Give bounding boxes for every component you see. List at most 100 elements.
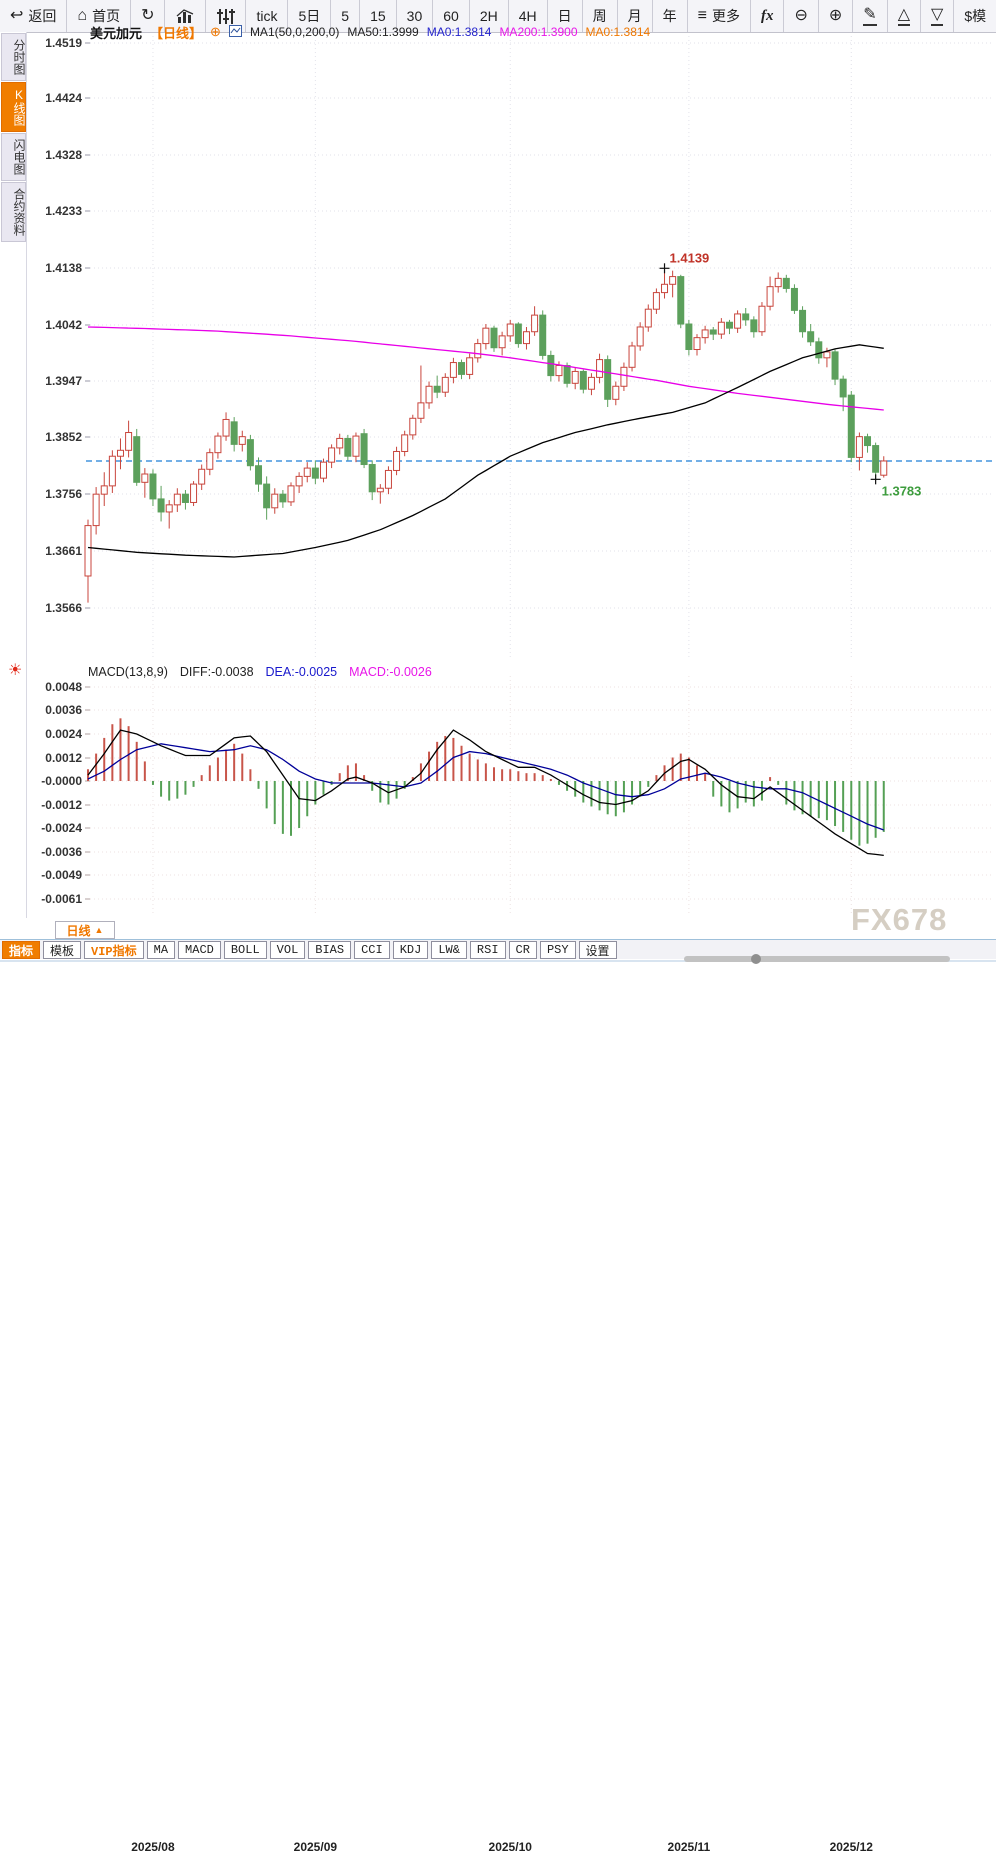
- candle: [685, 319, 693, 356]
- interval-year-button-label: 年: [662, 8, 677, 24]
- interval-month-button[interactable]: 月: [617, 0, 653, 32]
- tab-cci[interactable]: CCI: [354, 941, 390, 959]
- interval-60m-button[interactable]: 60: [433, 0, 470, 32]
- candle: [165, 500, 173, 529]
- tab-psy[interactable]: PSY: [539, 941, 576, 959]
- zoom-out-button[interactable]: ⊖: [784, 0, 819, 32]
- indicator-tab-bar: 指标 模板 VIP指标 MA MACD BOLL VOL BIAS CCI KDJ LW& RSI CR…: [0, 939, 996, 959]
- price-tick-label: 1.3661: [45, 544, 82, 558]
- candle: [181, 490, 189, 510]
- interval-5m-button[interactable]: 5: [331, 0, 361, 32]
- candle: [774, 272, 782, 293]
- macd-diff-value: DIFF:-0.0038: [179, 664, 254, 679]
- macd-tick-label: -0.0024: [41, 821, 82, 835]
- candle: [108, 450, 116, 493]
- price-tick-label: 1.4042: [45, 318, 82, 332]
- period-selector-button[interactable]: 日线 ▲: [55, 921, 115, 939]
- interval-15m-button-label: 15: [370, 8, 386, 24]
- draw-triangle-down-button[interactable]: ▽: [921, 0, 955, 32]
- macd-chart-canvas[interactable]: [84, 672, 996, 918]
- sidebar-item-lightning-chart[interactable]: 闪电图: [1, 133, 26, 181]
- sidebar-item-contract-info[interactable]: 合约资料: [1, 182, 26, 242]
- candle: [441, 373, 449, 397]
- interval-week-button[interactable]: 周: [582, 0, 618, 32]
- time-tick-label: 2025/08: [131, 1840, 175, 1854]
- candle: [401, 430, 409, 457]
- interval-30m-button[interactable]: 30: [396, 0, 434, 32]
- tab-indicators[interactable]: 指标: [2, 941, 41, 959]
- sidebar-item-time-chart[interactable]: 分时图: [1, 33, 26, 81]
- horizontal-scrollbar[interactable]: [684, 956, 950, 962]
- interval-month-button-label: 月: [627, 8, 642, 24]
- tab-rsi[interactable]: RSI: [469, 941, 506, 959]
- tab-ma[interactable]: MA: [146, 941, 176, 959]
- tab-bias[interactable]: BIAS: [308, 941, 352, 959]
- zoom-in-button[interactable]: ⊕: [818, 0, 854, 32]
- macd-title: MACD(13,8,9): [88, 664, 168, 679]
- candle: [376, 484, 384, 504]
- candle: [458, 359, 466, 380]
- macd-tick-label: -0.0012: [41, 798, 82, 812]
- tab-kdj[interactable]: KDJ: [392, 941, 429, 959]
- main-chart-canvas[interactable]: 1.4139 1.3783: [84, 33, 996, 665]
- fx-indicator-button-label: fx: [760, 7, 774, 24]
- candle-chart-type-button[interactable]: [206, 0, 247, 32]
- candle: [490, 325, 498, 352]
- circle-plus-icon[interactable]: ⊕: [210, 24, 221, 39]
- interval-2h-button[interactable]: 2H: [469, 0, 509, 32]
- fx-indicator-button[interactable]: fx: [750, 0, 785, 32]
- ma50-value: MA50:1.3999: [347, 25, 419, 39]
- candle: [725, 319, 733, 335]
- svg-text:1.4139: 1.4139: [670, 250, 710, 265]
- candle: [717, 318, 725, 339]
- tab-macd[interactable]: MACD: [178, 941, 221, 959]
- price-tick-label: 1.4328: [45, 148, 82, 162]
- home-button[interactable]: ⌂ 首页: [67, 0, 132, 32]
- bar-chart-type-button[interactable]: [165, 0, 207, 32]
- candle: [279, 490, 287, 508]
- macd-header: MACD(13,8,9) DIFF:-0.0038 DEA:-0.0025 MA…: [88, 664, 432, 679]
- candle: [466, 353, 474, 380]
- candle: [336, 433, 344, 455]
- ma200-line: [87, 326, 884, 411]
- draw-pencil-button[interactable]: ✎: [853, 0, 888, 32]
- interval-5d-button[interactable]: 5日: [288, 0, 332, 32]
- interval-day-button[interactable]: 日: [547, 0, 583, 32]
- tab-vip-indicators[interactable]: VIP指标: [84, 941, 144, 959]
- bottom-divider: [0, 960, 996, 962]
- macd-tick-label: -0.0049: [41, 868, 82, 882]
- refresh-button[interactable]: ↻: [131, 0, 166, 32]
- tab-templates[interactable]: 模板: [43, 941, 82, 959]
- time-tick-label: 2025/12: [829, 1840, 873, 1854]
- candle: [368, 460, 376, 501]
- tab-boll[interactable]: BOLL: [223, 941, 267, 959]
- refresh-icon: ↻: [141, 7, 155, 24]
- diff-line: [87, 729, 884, 857]
- tab-lw[interactable]: LW&: [431, 941, 467, 959]
- simulate-trade-button[interactable]: $模: [954, 0, 996, 32]
- draw-triangle-up-button[interactable]: △: [887, 0, 921, 32]
- scrollbar-handle[interactable]: [751, 954, 761, 964]
- tab-settings[interactable]: 设置: [578, 941, 617, 959]
- interval-4h-button[interactable]: 4H: [508, 0, 548, 32]
- back-button[interactable]: ↩ 返回: [0, 0, 68, 32]
- tab-vol[interactable]: VOL: [269, 941, 306, 959]
- indicator-settings-sun-icon[interactable]: ☀: [8, 662, 23, 679]
- triangle-up-icon: ▲: [94, 925, 104, 935]
- candle: [116, 438, 124, 470]
- more-button[interactable]: ≡ 更多: [687, 0, 751, 32]
- interval-4h-button-label: 4H: [518, 8, 537, 24]
- sidebar-item-kline-chart[interactable]: K线图: [1, 82, 26, 132]
- candle: [352, 432, 360, 463]
- interval-15m-button[interactable]: 15: [360, 0, 397, 32]
- interval-tick-button[interactable]: tick: [246, 0, 289, 32]
- interval-year-button[interactable]: 年: [652, 0, 688, 32]
- candle: [880, 456, 888, 478]
- tab-cr[interactable]: CR: [508, 941, 537, 959]
- price-tick-label: 1.3756: [45, 487, 82, 501]
- candle: [149, 469, 157, 507]
- candle: [198, 464, 206, 491]
- price-tick-label: 1.3852: [45, 430, 82, 444]
- ma50-line: [87, 344, 884, 558]
- candle: [596, 353, 604, 384]
